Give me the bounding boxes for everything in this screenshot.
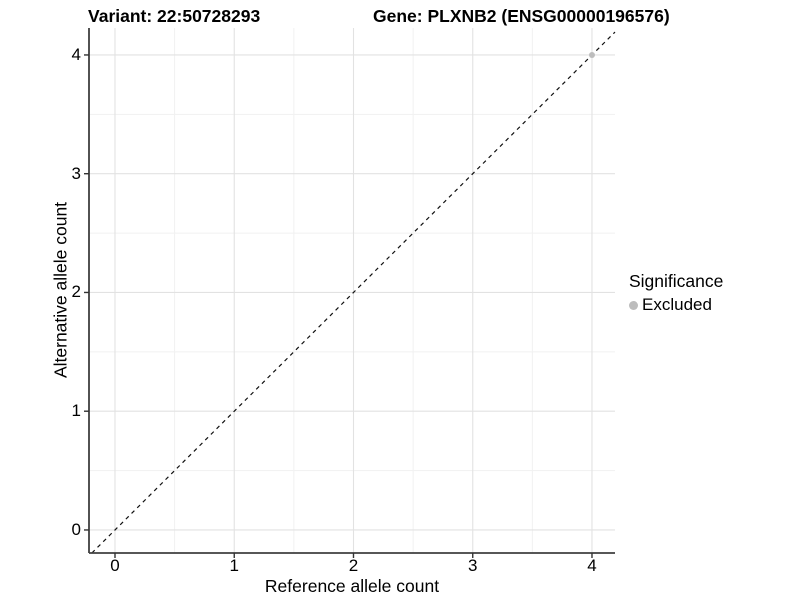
x-tick-label: 2: [348, 556, 359, 575]
x-tick-label: 0: [110, 556, 120, 575]
excluded-point-swatch: [629, 300, 638, 310]
data-point: [588, 51, 595, 58]
y-tick-label: 4: [71, 44, 81, 64]
y-tick-label: 0: [71, 519, 81, 539]
x-tick-label: 4: [587, 556, 597, 575]
gene-title: Gene: PLXNB2 (ENSG00000196576): [373, 6, 670, 26]
y-tick-label: 2: [71, 282, 81, 302]
legend-item-excluded: Excluded: [629, 295, 723, 315]
variant-title: Variant: 22:50728293: [88, 6, 261, 26]
x-tick-label: 3: [468, 556, 478, 575]
y-tick-label: 1: [71, 401, 81, 421]
scatter-plot-svg: [84, 28, 616, 558]
identity-reference-line: [91, 31, 616, 554]
legend: Significance Excluded: [629, 271, 723, 315]
x-tick-label: 1: [229, 556, 239, 575]
chart-panel: [84, 28, 616, 558]
y-tick-label: 3: [71, 163, 81, 183]
legend-item-label: Excluded: [642, 295, 712, 314]
x-axis-title: Reference allele count: [264, 576, 440, 596]
legend-title: Significance: [629, 271, 724, 291]
